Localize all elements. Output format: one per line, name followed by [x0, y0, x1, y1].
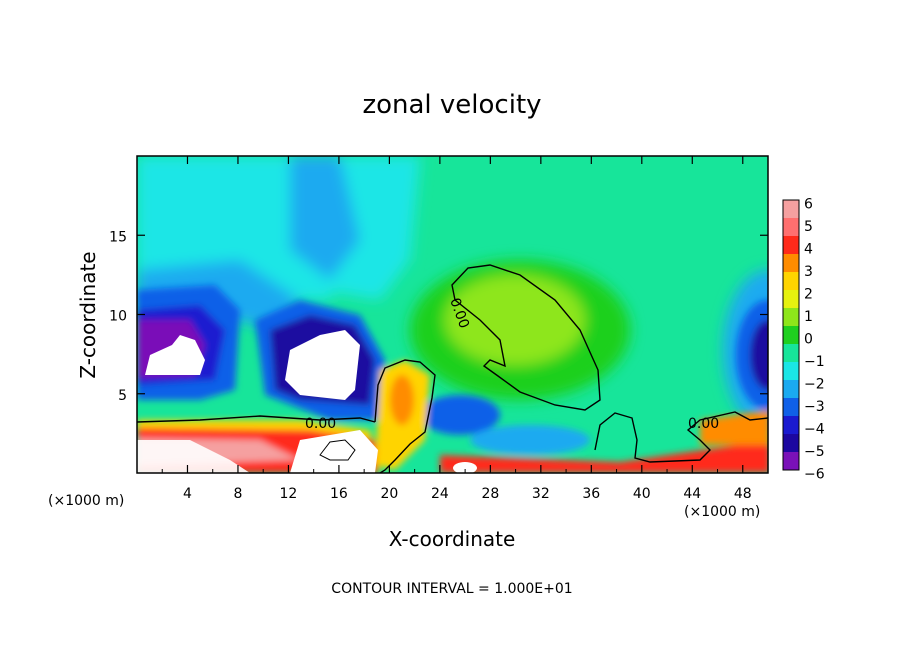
plot-area [137, 156, 768, 473]
x-tick-label: 36 [582, 486, 600, 502]
x-unit-right: (×1000 m) [684, 504, 760, 520]
colorbar-swatch [783, 200, 799, 219]
x-tick-label: 4 [183, 486, 192, 502]
y-tick-label: 15 [109, 229, 127, 245]
contour-label-right: 0.00 [688, 416, 719, 432]
colorbar-label: −1 [804, 354, 825, 370]
x-tick-label: 48 [734, 486, 752, 502]
colorbar-swatch [783, 290, 799, 309]
colorbar-label: −4 [804, 422, 825, 438]
colorbar-label: −5 [804, 444, 825, 460]
x-tick-label: 16 [330, 486, 348, 502]
chart-title: zonal velocity [362, 90, 541, 120]
colorbar-swatch [783, 452, 799, 471]
x-unit-left: (×1000 m) [48, 493, 124, 509]
colorbar-label: −2 [804, 377, 825, 393]
colorbar-label: 1 [804, 309, 813, 325]
colorbar-swatch [783, 416, 799, 435]
y-axis-label: Z-coordinate [76, 251, 100, 378]
colorbar-label: −6 [804, 467, 825, 483]
x-axis-label: X-coordinate [389, 527, 516, 551]
x-tick-label: 44 [683, 486, 701, 502]
x-tick-label: 40 [633, 486, 651, 502]
colorbar-swatch [783, 254, 799, 273]
colorbar-swatch [783, 362, 799, 381]
y-axis: 5 10 15 [109, 229, 768, 404]
colorbar-label: 6 [804, 197, 813, 213]
colorbar-swatch [783, 380, 799, 399]
x-tick-label: 8 [233, 486, 242, 502]
colorbar: 6 5 4 3 2 1 0 −1 −2 −3 −4 −5 −6 [782, 197, 825, 483]
zero-contours [137, 264, 768, 473]
y-tick-label: 5 [118, 388, 127, 404]
x-tick-label: 12 [280, 486, 298, 502]
colorbar-label: 2 [804, 287, 813, 303]
x-tick-label: 20 [380, 486, 398, 502]
colorbar-label: 5 [804, 219, 813, 235]
colorbar-frame [782, 199, 800, 471]
colorbar-swatch [783, 326, 799, 345]
colorbar-swatch [783, 272, 799, 291]
x-tick-label: 24 [431, 486, 449, 502]
colorbar-label: 3 [804, 264, 813, 280]
contour-label-lower-left: 0.00 [305, 416, 336, 432]
colorbar-label: −3 [804, 399, 825, 415]
colorbar-swatch [783, 398, 799, 417]
x-axis: 4 8 12 16 20 24 28 32 36 40 44 48 [161, 156, 752, 502]
contour-interval-note: CONTOUR INTERVAL = 1.000E+01 [331, 581, 572, 597]
colorbar-swatch [783, 236, 799, 255]
colorbar-swatch [783, 308, 799, 327]
y-tick-label: 10 [109, 309, 127, 325]
x-tick-label: 28 [481, 486, 499, 502]
colorbar-swatch [783, 434, 799, 453]
x-tick-label: 32 [532, 486, 550, 502]
colorbar-swatch [783, 344, 799, 363]
colorbar-label: 0 [804, 332, 813, 348]
colorbar-swatch [783, 218, 799, 237]
colorbar-label: 4 [804, 242, 813, 258]
